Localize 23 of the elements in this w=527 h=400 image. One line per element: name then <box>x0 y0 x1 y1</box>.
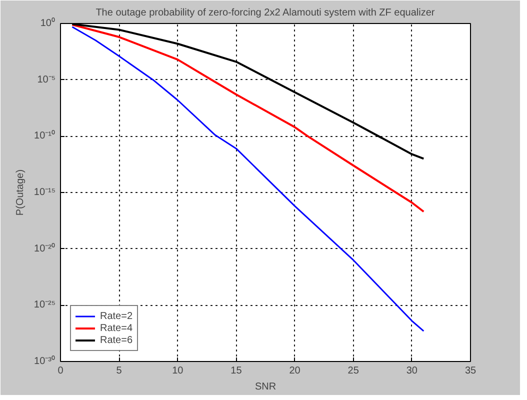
x-tick-label: 15 <box>230 366 242 376</box>
x-axis-title: SNR <box>254 382 276 392</box>
x-tick-label: 30 <box>406 366 418 376</box>
x-tick-label: 25 <box>348 366 360 376</box>
y-axis-title: P(Outage) <box>14 169 26 216</box>
y-tick-label: 10⁻²⁰ <box>34 242 56 254</box>
y-tick-label: 10⁻³⁰ <box>34 355 56 367</box>
y-tick-label: 10⁰ <box>40 17 56 29</box>
legend-label: Rate=4 <box>100 322 133 334</box>
legend-label: Rate=2 <box>100 310 133 322</box>
line-series <box>71 24 425 213</box>
y-tick-label: 10⁻¹⁰ <box>34 130 56 142</box>
y-tick-label: 10⁻¹⁵ <box>34 187 56 198</box>
x-tick-label: 0 <box>58 366 64 376</box>
chart-title: The outage probability of zero-forcing 2x2 Alamouti system with ZF equalizer <box>96 8 436 18</box>
legend-label: Rate=6 <box>100 334 133 346</box>
x-tick-label: 5 <box>116 366 122 376</box>
x-tick-label: 10 <box>172 366 184 376</box>
line-series <box>71 26 424 332</box>
x-tick-label: 35 <box>464 366 476 376</box>
x-tick-label: 20 <box>289 366 301 376</box>
y-tick-label: 10⁻⁵ <box>37 74 56 86</box>
y-tick-label: 10⁻²⁵ <box>34 300 56 311</box>
